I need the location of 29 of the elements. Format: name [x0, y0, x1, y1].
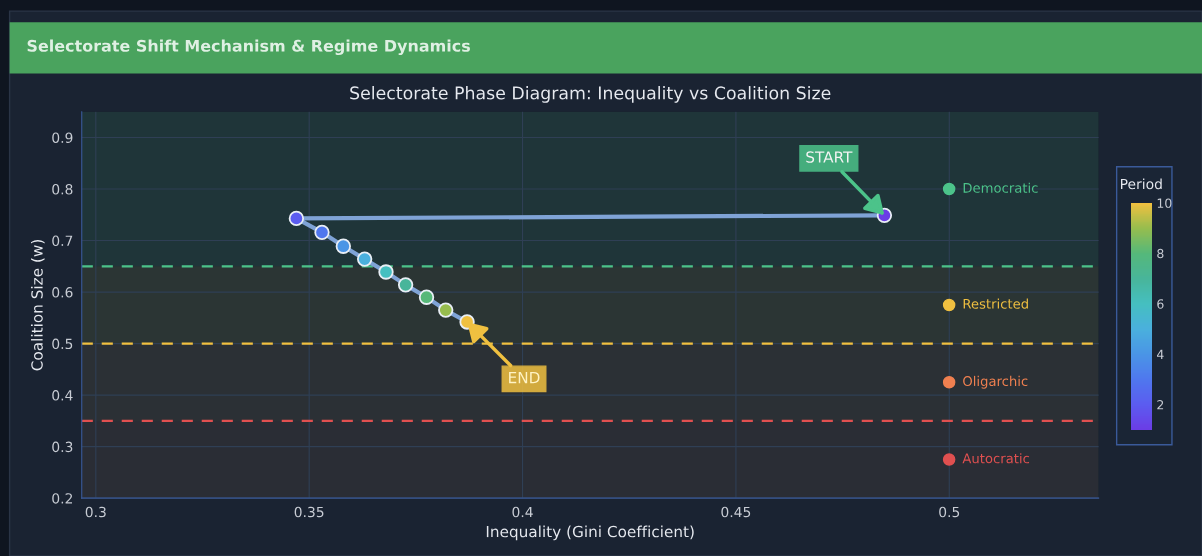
- x-tick-label: 0.4: [512, 506, 533, 518]
- y-tick-label: 0.9: [52, 132, 73, 143]
- x-tick-label: 0.3: [85, 506, 106, 518]
- color-bar-label: 4: [1156, 349, 1164, 359]
- color-bar-label: 2: [1157, 400, 1164, 410]
- y-tick-label: 0.3: [52, 441, 73, 453]
- annotation: START: [806, 151, 853, 163]
- x-tick-label: 0.35: [294, 506, 324, 518]
- color-bar-label: 8: [1157, 248, 1164, 259]
- y-axis-title: Coalition Size (w): [30, 239, 45, 371]
- chart-subtitle: Selectorate Phase Diagram: Inequality vs Coalition Size: [350, 86, 831, 103]
- band-label: Democratic: [963, 182, 1038, 193]
- x-axis-title: Inequality (Gini Coefficient): [486, 525, 694, 541]
- band-label: Restricted: [963, 298, 1028, 309]
- chart-title: Selectorate Shift Mechanism & Regime Dynamics: [27, 39, 470, 56]
- color-bar-label: 6: [1157, 299, 1164, 309]
- y-tick-label: 0.7: [52, 235, 73, 247]
- band-label: Autocratic: [962, 453, 1030, 464]
- y-tick-label: 0.6: [52, 287, 73, 298]
- annotation: END: [509, 371, 540, 384]
- y-tick-label: 0.2: [52, 493, 73, 504]
- y-tick-label: 0.8: [52, 184, 73, 195]
- y-tick-label: 0.5: [52, 338, 73, 350]
- color-bar-title: Period: [1121, 178, 1162, 190]
- color-bar-label: 10: [1157, 198, 1172, 208]
- band-label: Oligarchic: [963, 375, 1028, 389]
- x-tick-label: 0.5: [939, 506, 960, 518]
- x-tick-label: 0.45: [721, 506, 751, 518]
- y-tick-label: 0.4: [52, 390, 73, 401]
